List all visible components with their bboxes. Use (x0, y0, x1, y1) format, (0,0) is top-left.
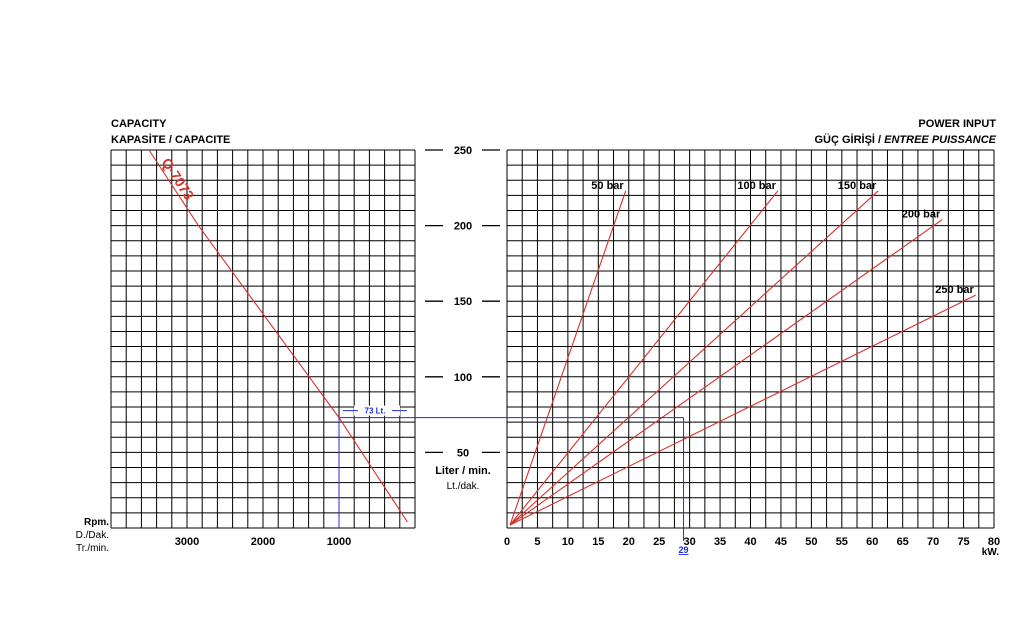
flow-unit-line-2: Lt./dak. (447, 481, 480, 492)
power-tick-label: 70 (927, 536, 939, 548)
power-curve-line (509, 294, 976, 526)
rpm-unit-line-2: D./Dak. (76, 530, 109, 541)
power-axis: 0 5 10 15 20 25 30 35 40 45 50 55 60 65 70 75 80 (504, 536, 1000, 548)
power-tick-label: 60 (866, 536, 878, 548)
rpm-tick-label: 1000 (327, 536, 351, 548)
capacity-subtitle: KAPASİTE / CAPACITE (111, 133, 230, 146)
rpm-tick-label: 3000 (175, 536, 199, 548)
rpm-unit-line-1: Rpm. (84, 517, 109, 528)
flow-axis: 50 100 150 200 250 (425, 145, 500, 459)
capacity-title: CAPACITY (111, 118, 167, 130)
power-tick-label: 35 (714, 536, 726, 548)
flow-unit-line-1: Liter / min. (435, 465, 491, 477)
capacity-grid (110, 149, 416, 529)
flow-tick-label: 100 (454, 372, 472, 384)
power-curve-line (509, 190, 779, 526)
power-curve-label: 250 bar (935, 284, 974, 296)
power-curve-label: 150 bar (838, 180, 877, 192)
flow-tick-label: 200 (454, 221, 472, 233)
power-curve-label: 50 bar (591, 180, 624, 192)
power-tick-label: 50 (805, 536, 817, 548)
power-tick-label: 0 (504, 536, 510, 548)
reading-power-label: 29 (679, 545, 689, 555)
power-curve-line (509, 190, 879, 526)
power-tick-label: 45 (775, 536, 787, 548)
flow-tick-label: 250 (454, 145, 472, 157)
power-grid (506, 149, 995, 529)
power-tick-label: 30 (684, 536, 696, 548)
reading-lines: 73 Lt. 29 (338, 405, 689, 555)
rpm-unit-line-3: Tr./min. (76, 543, 109, 554)
flow-tick-label: 150 (454, 296, 472, 308)
capacity-curve-line (148, 149, 408, 523)
power-tick-label: 5 (534, 536, 540, 548)
power-curve-label: 200 bar (902, 209, 941, 221)
power-input-title: POWER INPUT (918, 118, 996, 130)
power-tick-label: 65 (897, 536, 909, 548)
power-tick-label: 25 (653, 536, 665, 548)
power-tick-label: 80 (988, 536, 1000, 548)
power-unit: kW. (982, 547, 999, 558)
power-curve-line (509, 219, 943, 526)
power-curves-group: 50 bar 100 bar 150 bar 200 bar 250 bar (509, 180, 976, 526)
power-input-subtitle: GÜÇ GİRİŞİ / ENTREE PUISSANCE (814, 133, 996, 146)
reading-flow-label: 73 Lt. (365, 407, 386, 416)
power-tick-label: 55 (836, 536, 848, 548)
rpm-axis: 3000 2000 1000 (175, 536, 351, 548)
power-tick-label: 20 (623, 536, 635, 548)
power-curve-label: 100 bar (737, 180, 776, 192)
power-tick-label: 15 (592, 536, 604, 548)
power-curve-line (509, 190, 627, 526)
flow-tick-label: 50 (457, 447, 469, 459)
power-tick-label: 75 (957, 536, 969, 548)
power-tick-label: 40 (744, 536, 756, 548)
reading-flow-label-bg (354, 405, 400, 416)
power-tick-label: 10 (562, 536, 574, 548)
rpm-tick-label: 2000 (251, 536, 275, 548)
